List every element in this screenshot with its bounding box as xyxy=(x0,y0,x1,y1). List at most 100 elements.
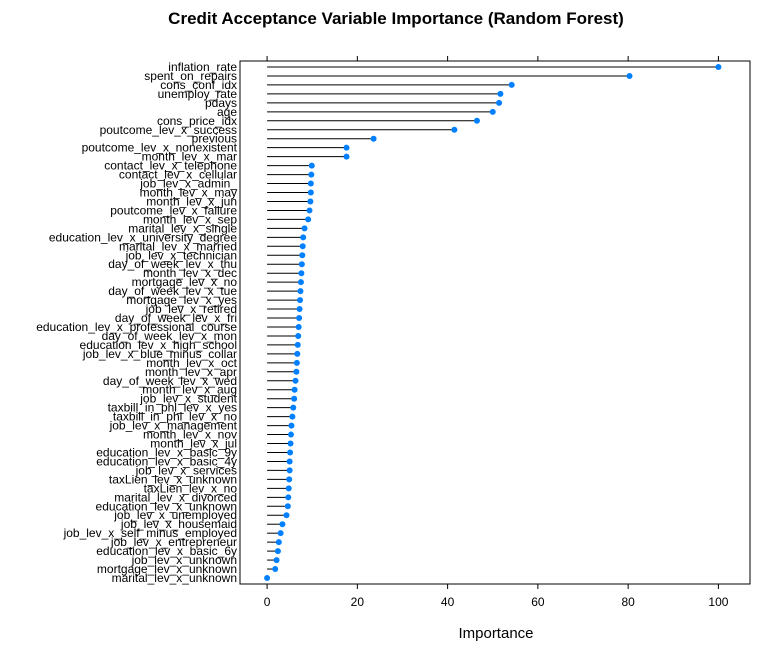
y-tick-label: job_lev_x_unemployed xyxy=(113,508,237,522)
y-tick-label: day_of_week_lev_x_mon xyxy=(102,329,237,343)
importance-point xyxy=(295,323,302,330)
y-tick-label: job_lev_x_entrepreneur xyxy=(110,535,237,549)
importance-point xyxy=(307,180,314,187)
y-tick-label: job_lev_x_technician xyxy=(125,248,237,262)
y-tick-label: job_lev_x_management xyxy=(109,419,238,433)
y-axis-labels: inflation_ratespent_on_repairscons_conf_… xyxy=(36,60,237,585)
y-tick-label: marital_lev_x_divorced xyxy=(114,490,237,504)
importance-point xyxy=(298,261,305,268)
y-tick-label: job_lev_x_services xyxy=(135,463,237,477)
importance-point xyxy=(293,368,300,375)
importance-point xyxy=(308,162,315,169)
y-tick-label: mortgage_lev_x_unknown xyxy=(97,562,237,576)
importance-point xyxy=(289,413,296,420)
y-tick-label: month_lev_x_apr xyxy=(145,365,237,379)
importance-point xyxy=(296,315,303,322)
y-tick-label: marital_lev_x_married xyxy=(119,239,237,253)
x-tick-label: 20 xyxy=(351,595,365,609)
y-tick-label: previous xyxy=(192,132,237,146)
importance-point xyxy=(508,81,515,88)
importance-point xyxy=(307,198,314,205)
importance-point xyxy=(294,341,301,348)
y-tick-label: job_lev_x_blue_minus_collar xyxy=(82,347,237,361)
x-axis-ticks: 0 20 40 60 80 100 xyxy=(264,56,729,609)
importance-point xyxy=(626,72,633,79)
importance-point xyxy=(307,189,314,196)
importance-point xyxy=(272,566,279,573)
y-tick-label: marital_lev_x_unknown xyxy=(112,571,237,585)
y-tick-label: marital_lev_x_single xyxy=(128,221,237,235)
y-tick-label: education_lev_x_university_degree xyxy=(49,230,237,244)
y-tick-label: month_lev_x_may xyxy=(140,186,237,200)
y-tick-label: contact_lev_x_telephone xyxy=(104,159,237,173)
y-tick-label: month_lev_x_mar xyxy=(142,150,237,164)
importance-point xyxy=(299,243,306,250)
x-tick-label: 60 xyxy=(531,595,545,609)
x-tick-label: 80 xyxy=(621,595,635,609)
importance-point xyxy=(299,252,306,259)
y-tick-label: poutcome_lev_x_nonexistent xyxy=(82,141,238,155)
importance-point xyxy=(284,503,291,510)
importance-point xyxy=(305,216,312,223)
y-tick-label: cons_conf_idx xyxy=(160,78,237,92)
y-tick-label: job_lev_x_student xyxy=(139,392,237,406)
importance-point xyxy=(275,539,282,546)
importance-points xyxy=(264,64,722,581)
importance-point xyxy=(298,270,305,277)
importance-point xyxy=(288,422,295,429)
y-tick-label: age xyxy=(217,105,237,119)
y-tick-label: month_lev_x_jul xyxy=(150,437,237,451)
importance-point xyxy=(286,467,293,474)
importance-point xyxy=(451,126,458,133)
importance-point xyxy=(264,575,271,581)
y-tick-label: poutcome_lev_x_failure xyxy=(110,203,237,217)
y-tick-label: education_lev_x_professional_course xyxy=(36,320,237,334)
importance-point xyxy=(277,530,284,537)
importance-point xyxy=(283,512,290,519)
y-tick-label: job_lev_x_self_minus_employed xyxy=(63,526,237,540)
y-tick-label: month_lev_x_sep xyxy=(143,212,237,226)
importance-point xyxy=(497,90,504,97)
x-tick-label: 40 xyxy=(441,595,455,609)
importance-point xyxy=(496,99,503,106)
importance-stems xyxy=(267,66,719,570)
y-tick-label: education_lev_x_high_school xyxy=(80,338,237,352)
x-axis-label: Importance xyxy=(458,625,533,642)
importance-point xyxy=(295,332,302,339)
importance-point xyxy=(290,404,297,411)
importance-point xyxy=(291,395,298,402)
importance-point xyxy=(297,279,304,286)
y-tick-label: contact_lev_x_cellular xyxy=(119,168,237,182)
y-tick-label: taxLien_lev_x_no xyxy=(144,481,238,495)
importance-point xyxy=(293,359,300,366)
y-tick-label: day_of_week_lev_x_thu xyxy=(108,257,237,271)
y-tick-label: job_lev_x_unknown xyxy=(131,553,237,567)
importance-point xyxy=(343,153,350,160)
x-tick-label: 100 xyxy=(708,595,728,609)
y-tick-label: poutcome_lev_x_success xyxy=(100,123,237,137)
y-tick-label: mortgage_lev_x_yes xyxy=(126,293,237,307)
importance-point xyxy=(343,144,350,151)
importance-point xyxy=(274,548,281,555)
importance-point xyxy=(286,458,293,465)
importance-point xyxy=(287,440,294,447)
y-tick-label: education_lev_x_basic_4y xyxy=(96,454,237,468)
y-tick-label: month_lev_x_dec xyxy=(143,266,237,280)
importance-point xyxy=(489,108,496,115)
y-tick-label: job_lev_x_admin_ xyxy=(139,177,237,191)
importance-point xyxy=(287,449,294,456)
importance-point xyxy=(285,485,292,492)
importance-point xyxy=(279,521,286,528)
importance-point xyxy=(292,377,299,384)
y-tick-label: unemploy_rate xyxy=(158,87,238,101)
importance-point xyxy=(273,557,280,564)
importance-point xyxy=(297,288,304,295)
y-tick-label: education_lev_x_basic_6y xyxy=(96,544,237,558)
importance-point xyxy=(296,306,303,313)
x-tick-label: 0 xyxy=(264,595,271,609)
y-tick-label: job_lev_x_housemaid xyxy=(120,517,237,531)
importance-point xyxy=(291,386,298,393)
y-tick-label: day_of_week_lev_x_fri xyxy=(115,311,237,325)
importance-point xyxy=(285,494,292,501)
